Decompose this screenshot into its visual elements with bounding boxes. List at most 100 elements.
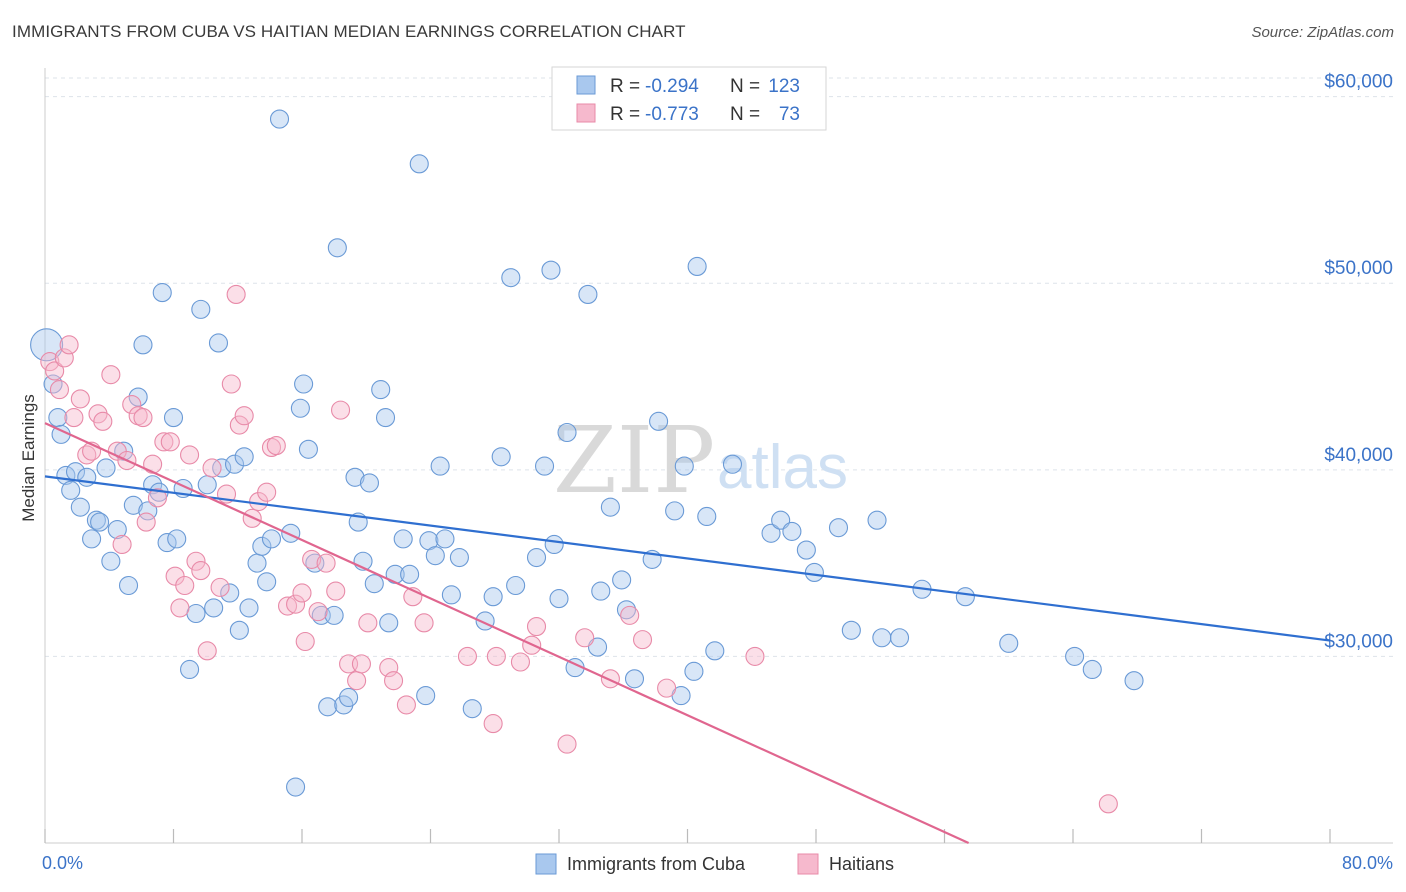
cuba-point-11	[90, 512, 110, 532]
cuba-point-38	[234, 447, 254, 467]
series-haitians-points	[40, 284, 1118, 814]
haitians-point-48	[316, 553, 336, 573]
cuba-point-12	[96, 458, 116, 478]
cuba-point-72	[430, 456, 450, 476]
cuba-point-86	[549, 589, 569, 609]
cuba-point-61	[364, 574, 384, 594]
haitians-point-33	[221, 374, 241, 394]
bottom-legend-label-haitians: Haitians	[829, 854, 894, 874]
y-tick-label-3: $60,000	[1324, 72, 1393, 93]
cuba-point-30	[191, 299, 211, 319]
bottom-legend: Immigrants from Cuba Haitians	[535, 853, 894, 875]
cuba-point-111	[828, 518, 849, 538]
cuba-point-66	[393, 529, 413, 549]
cuba-point-76	[462, 699, 482, 719]
haitians-point-36	[234, 406, 254, 426]
legend-n-value-haitians: 73	[779, 104, 800, 125]
haitians-point-31	[210, 577, 230, 597]
watermark: ZIP atlas	[553, 407, 848, 514]
haitians-point-56	[384, 671, 404, 691]
cuba-point-89	[578, 284, 598, 304]
cuba-point-121	[1124, 671, 1144, 691]
cuba-point-97	[649, 411, 669, 431]
cuba-point-49	[298, 439, 318, 459]
cuba-point-110	[804, 562, 824, 583]
legend-r-value-haitians: -0.773	[645, 104, 699, 125]
haitians-point-18	[136, 512, 156, 532]
legend-box	[551, 66, 827, 131]
cuba-point-42	[257, 572, 277, 592]
cuba-point-28	[180, 659, 200, 680]
cuba-point-34	[212, 458, 232, 478]
cuba-point-60	[359, 473, 380, 493]
haitians-point-59	[414, 613, 434, 633]
cuba-point-40	[247, 553, 267, 573]
legend-r-value-cuba: -0.294	[645, 76, 699, 97]
cuba-point-109	[796, 540, 816, 560]
haitians-point-6	[70, 389, 90, 409]
watermark-zip: ZIP	[553, 407, 715, 514]
cuba-point-108	[782, 521, 802, 541]
haitians-point-42	[277, 596, 298, 616]
cuba-point-47	[290, 398, 310, 418]
cuba-point-90	[587, 637, 608, 657]
y-axis-title: Median Earnings	[19, 394, 38, 522]
cuba-point-17	[123, 495, 143, 515]
haitians-point-2	[49, 380, 70, 400]
bottom-legend-swatch-haitians	[797, 853, 819, 875]
legend-n-label-haitians: N =	[730, 104, 760, 125]
cuba-point-53	[324, 605, 344, 625]
haitians-point-69	[620, 605, 640, 625]
cuba-point-68	[409, 154, 429, 174]
cuba-point-46	[286, 777, 306, 797]
haitians-point-20	[147, 488, 167, 508]
cuba-point-35	[220, 583, 240, 603]
haitians-point-13	[112, 534, 132, 555]
cuba-point-75	[449, 547, 469, 568]
cuba-point-117	[955, 587, 975, 607]
haitians-point-17	[133, 408, 153, 428]
haitians-point-29	[197, 641, 217, 661]
haitians-point-4	[59, 335, 79, 355]
cuba-point-24	[157, 533, 177, 553]
watermark-atlas: atlas	[717, 433, 848, 502]
cuba-point-37	[229, 620, 249, 640]
haitians-point-1	[45, 361, 65, 381]
y-tick-label-0: $30,000	[1324, 631, 1393, 652]
haitians-point-57	[396, 695, 416, 715]
cuba-point-106	[761, 523, 781, 543]
cuba-point-113	[867, 510, 887, 530]
bottom-legend-swatch-cuba	[535, 853, 557, 875]
cuba-point-104	[705, 641, 725, 661]
cuba-point-44	[269, 109, 290, 129]
cuba-point-45	[281, 523, 301, 543]
cuba-point-105	[722, 454, 743, 474]
cuba-point-41	[252, 536, 272, 556]
haitians-point-71	[657, 678, 677, 698]
haitians-point-34	[226, 284, 246, 304]
haitians-point-24	[170, 598, 190, 618]
haitians-point-0	[40, 352, 60, 372]
haitians-point-53	[351, 654, 371, 674]
haitians-point-44	[292, 583, 312, 603]
haitians-point-63	[510, 652, 531, 672]
cuba-point-33	[208, 333, 229, 353]
cuba-point-25	[163, 408, 184, 428]
y-tick-labels: $30,000 $40,000 $50,000 $60,000	[1324, 72, 1393, 653]
haitians-point-41	[266, 436, 286, 456]
haitians-point-27	[186, 551, 206, 571]
cuba-point-52	[318, 697, 338, 717]
cuba-point-80	[501, 268, 521, 288]
cuba-point-85	[544, 534, 564, 555]
cuba-point-32	[204, 598, 224, 618]
gridlines	[45, 77, 1393, 657]
cuba-point-18	[128, 387, 148, 407]
cuba-point-114	[872, 628, 892, 648]
haitians-point-22	[160, 432, 180, 452]
cuba-point-62	[371, 380, 391, 400]
cuba-point-9	[82, 529, 102, 549]
haitians-point-61	[483, 714, 503, 734]
cuba-point-98	[665, 501, 685, 521]
haitians-point-11	[101, 365, 121, 385]
